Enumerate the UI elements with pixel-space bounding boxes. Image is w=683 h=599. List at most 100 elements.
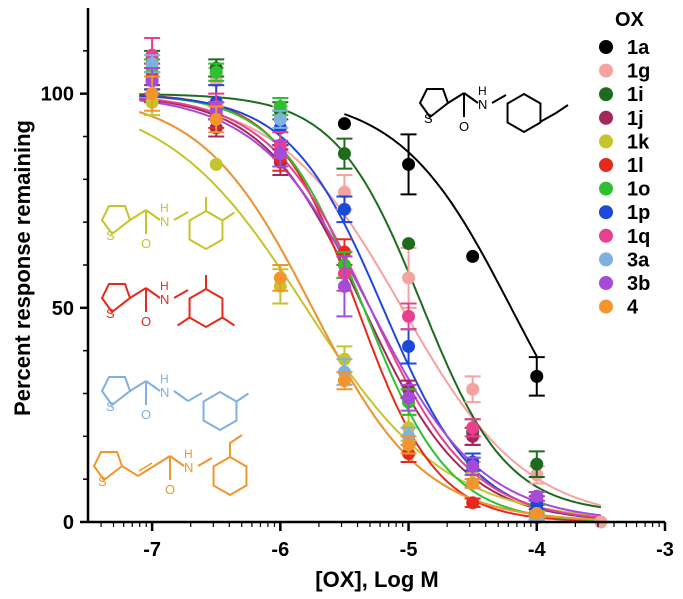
atom-label-n: N: [160, 385, 169, 400]
legend-label-1a: 1a: [627, 37, 650, 59]
point-1p: [402, 339, 416, 353]
fit-curve-3b: [139, 99, 602, 517]
legend-label-3b: 3b: [627, 273, 650, 295]
bond: [173, 289, 189, 299]
legend-label-1g: 1g: [627, 61, 650, 83]
bond: [129, 209, 147, 221]
x-tick-label: -4: [528, 539, 547, 561]
point-1l: [466, 496, 480, 510]
point-1g: [402, 271, 416, 285]
legend-label-1l: 1l: [627, 155, 644, 177]
benzene-ring: [188, 209, 224, 251]
fit-curve-1a: [344, 113, 538, 357]
legend-marker-1q: [599, 228, 613, 243]
y-tick-label: 50: [52, 298, 74, 320]
legend-label-3a: 3a: [627, 249, 650, 271]
atom-label-o: O: [141, 407, 151, 422]
legend-marker-1j: [599, 110, 613, 125]
double-bond: [138, 462, 153, 472]
double-bond: [137, 465, 155, 477]
point-1o: [209, 65, 223, 79]
methyl: [235, 392, 250, 403]
legend-label-4: 4: [627, 297, 639, 319]
bond: [187, 392, 203, 402]
atom-label-n: N: [160, 292, 169, 307]
y-tick-label: 0: [63, 512, 74, 534]
ethyl-group: [229, 434, 243, 457]
bond: [121, 465, 139, 477]
fit-curve-1g: [139, 98, 602, 507]
point-1o: [273, 100, 287, 114]
legend-marker-1i: [599, 87, 613, 102]
point-1a: [466, 249, 480, 263]
atom-label-s: S: [106, 228, 115, 243]
point-4: [273, 271, 287, 285]
benzene-ring: [506, 92, 542, 134]
benzene-ring: [202, 390, 238, 432]
methyl: [221, 211, 236, 222]
point-1p: [337, 202, 351, 216]
point-1g: [337, 185, 351, 199]
point-1a: [402, 157, 416, 171]
point-3b: [337, 279, 351, 293]
atom-label-h: H: [160, 201, 169, 215]
legend-marker-3b: [599, 276, 613, 290]
ethyl-group: [539, 104, 569, 123]
atom-label-o: O: [459, 119, 469, 134]
legend-marker-4: [599, 299, 613, 314]
structure-4: S O HN: [92, 434, 248, 497]
structure-3a: S O HN: [100, 372, 250, 432]
bond: [173, 390, 189, 402]
legend-marker-1l: [599, 158, 613, 172]
bond: [463, 92, 479, 104]
point-1q: [402, 309, 416, 323]
legend-label-1q: 1q: [627, 226, 650, 248]
legend-label-1k: 1k: [627, 131, 650, 153]
atom-label-h: H: [160, 372, 169, 386]
point-1q: [466, 421, 480, 435]
point-3a: [273, 112, 287, 126]
bond: [491, 94, 507, 104]
point-3a: [145, 57, 159, 71]
legend-marker-1p: [599, 205, 613, 220]
point-1i: [337, 147, 351, 161]
fit-curve-4: [139, 111, 601, 521]
point-1a: [337, 117, 351, 131]
atom-label-s: S: [106, 399, 115, 414]
data-points: [144, 36, 608, 529]
legend-label-1o: 1o: [627, 179, 650, 201]
atom-label-s: S: [424, 111, 433, 126]
legend-title: OX: [615, 9, 645, 31]
atom-label-o: O: [141, 236, 151, 251]
bond: [129, 380, 147, 392]
x-tick-label: -5: [400, 539, 418, 561]
thiophene-ring: [418, 88, 450, 119]
methyl: [176, 316, 191, 327]
benzene-ring: [212, 455, 248, 497]
thiophene-ring: [100, 376, 132, 407]
point-1a: [530, 369, 544, 383]
atom-label-h: H: [184, 447, 193, 461]
point-3b: [466, 459, 480, 473]
point-4: [337, 374, 351, 388]
atom-label-h: H: [478, 84, 487, 98]
legend-label-1j: 1j: [627, 108, 644, 130]
point-1i: [530, 457, 544, 471]
bond: [145, 380, 161, 392]
fit-curve-3a: [139, 111, 601, 521]
legend-marker-1o: [599, 181, 613, 196]
thiophene-ring: [100, 283, 132, 314]
legend-marker-3a: [599, 252, 613, 267]
atom-label-h: H: [160, 279, 169, 293]
atom-label-s: S: [106, 306, 115, 321]
bond: [145, 287, 161, 299]
y-ticks: 0 50 100: [41, 50, 88, 534]
atom-label-n: N: [184, 460, 193, 475]
point-4: [402, 438, 416, 452]
structure-1k: S O HN: [100, 197, 236, 251]
x-tick-label: -6: [271, 539, 289, 561]
point-3b: [530, 489, 544, 503]
atom-label-n: N: [478, 97, 487, 112]
